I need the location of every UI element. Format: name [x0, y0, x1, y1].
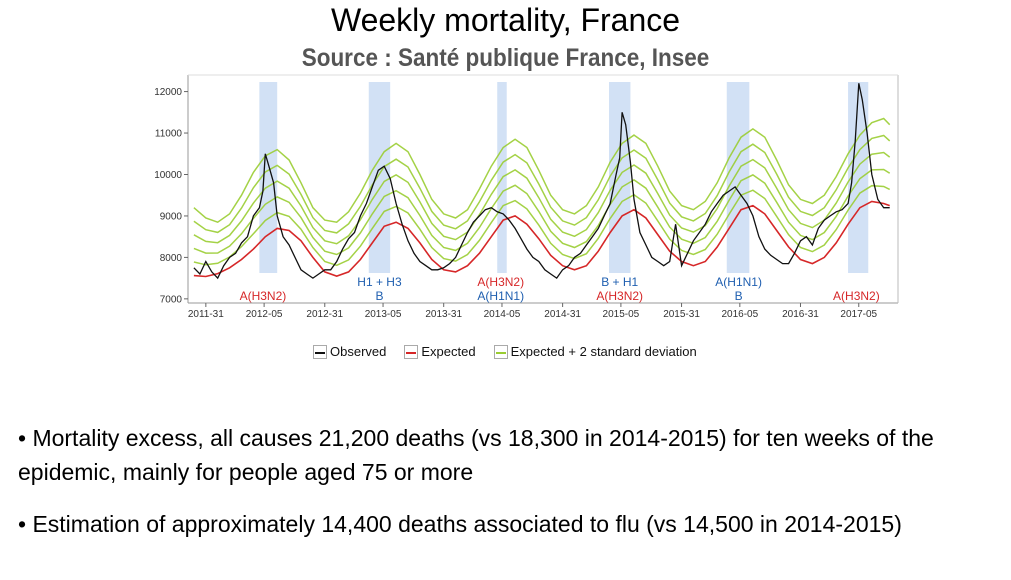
epidemic-band-5 [848, 82, 869, 273]
x-tick-label: 2016-05 [721, 309, 758, 320]
x-tick-label: 2013-31 [425, 309, 462, 320]
x-tick-label: 2016-31 [782, 309, 819, 320]
bullet-flu-deaths: • Estimation of approximately 14,400 dea… [18, 511, 902, 537]
y-tick-label: 8000 [160, 253, 183, 264]
x-tick-label: 2017-05 [840, 309, 877, 320]
series-expected-2sd-line-2 [193, 151, 891, 245]
legend-key-observed [313, 344, 327, 359]
legend-key-expected [404, 344, 419, 359]
epidemic-bands [259, 82, 869, 273]
y-tick-label: 9000 [160, 211, 183, 222]
x-tick-label: 2014-05 [484, 309, 521, 320]
series-expected-2sd-line-0 [193, 184, 891, 267]
chart-subtitle: Source : Santé publique France, Insee [301, 44, 710, 72]
epidemic-band-3 [609, 82, 631, 273]
annotation-label-3-0: B + H1 [601, 275, 638, 289]
legend-label-expected: Expected [421, 344, 476, 359]
annotation-label-1-0: H1 + H3 [357, 275, 402, 289]
legend-label-observed: Observed [330, 344, 387, 359]
x-tick-label: 2015-31 [663, 309, 700, 320]
annotation-label-2-0: A(H3N2) [477, 275, 524, 289]
x-tick-label: 2014-31 [544, 309, 581, 320]
annotation-label-4-0: A(H1N1) [715, 275, 762, 289]
annotation-label-3-1: A(H3N2) [596, 289, 643, 303]
epidemic-band-0 [259, 82, 278, 273]
x-tick-label: 2011-31 [188, 309, 224, 320]
series-observed-line [193, 83, 890, 280]
series-expected-2sd-line-1 [193, 168, 891, 256]
y-tick-label: 7000 [160, 294, 183, 305]
y-tick-label: 11000 [155, 129, 183, 140]
x-tick-label: 2012-05 [246, 309, 283, 320]
annotation-label-4-1: B [735, 289, 743, 303]
series-expected-2sd-line-4 [193, 117, 891, 224]
chart-axes: 7000 8000 9000 10000 11000 12000 2011-31 2012-0… [154, 74, 899, 320]
legend-item-expected: Expected [404, 344, 476, 359]
chart-legend: Observed Expected Expected + 2 standard … [313, 344, 697, 359]
annotation-label-1-1: B [375, 289, 383, 303]
legend-label-expected-2sd: Expected + 2 standard deviation [510, 344, 697, 359]
x-tick-label: 2013-05 [365, 309, 402, 320]
annotation-label-0-0: A(H3N2) [240, 289, 287, 303]
x-tick-label: 2012-31 [306, 309, 343, 320]
y-tick-label: 10000 [154, 170, 182, 181]
legend-item-observed: Observed [313, 344, 386, 359]
epidemic-band-4 [726, 82, 750, 273]
annotation-label-5-0: A(H3N2) [833, 289, 880, 303]
series-expected-2sd-line-3 [193, 134, 891, 234]
series-expected-line [193, 200, 890, 278]
legend-key-expected-2sd [493, 344, 508, 359]
mortality-chart: 7000 8000 9000 10000 11000 12000 2011-31 2012-0… [154, 74, 899, 320]
chart-lines [193, 83, 891, 280]
legend-item-expected-2sd: Expected + 2 standard deviation [493, 344, 697, 359]
bullet-mortality-excess: • Mortality excess, all causes 21,200 de… [18, 425, 934, 485]
x-tick-label: 2015-05 [603, 309, 640, 320]
page-title: Weekly mortality, France [330, 2, 681, 38]
annotation-label-2-1: A(H1N1) [477, 289, 524, 303]
y-tick-label: 12000 [154, 87, 182, 98]
